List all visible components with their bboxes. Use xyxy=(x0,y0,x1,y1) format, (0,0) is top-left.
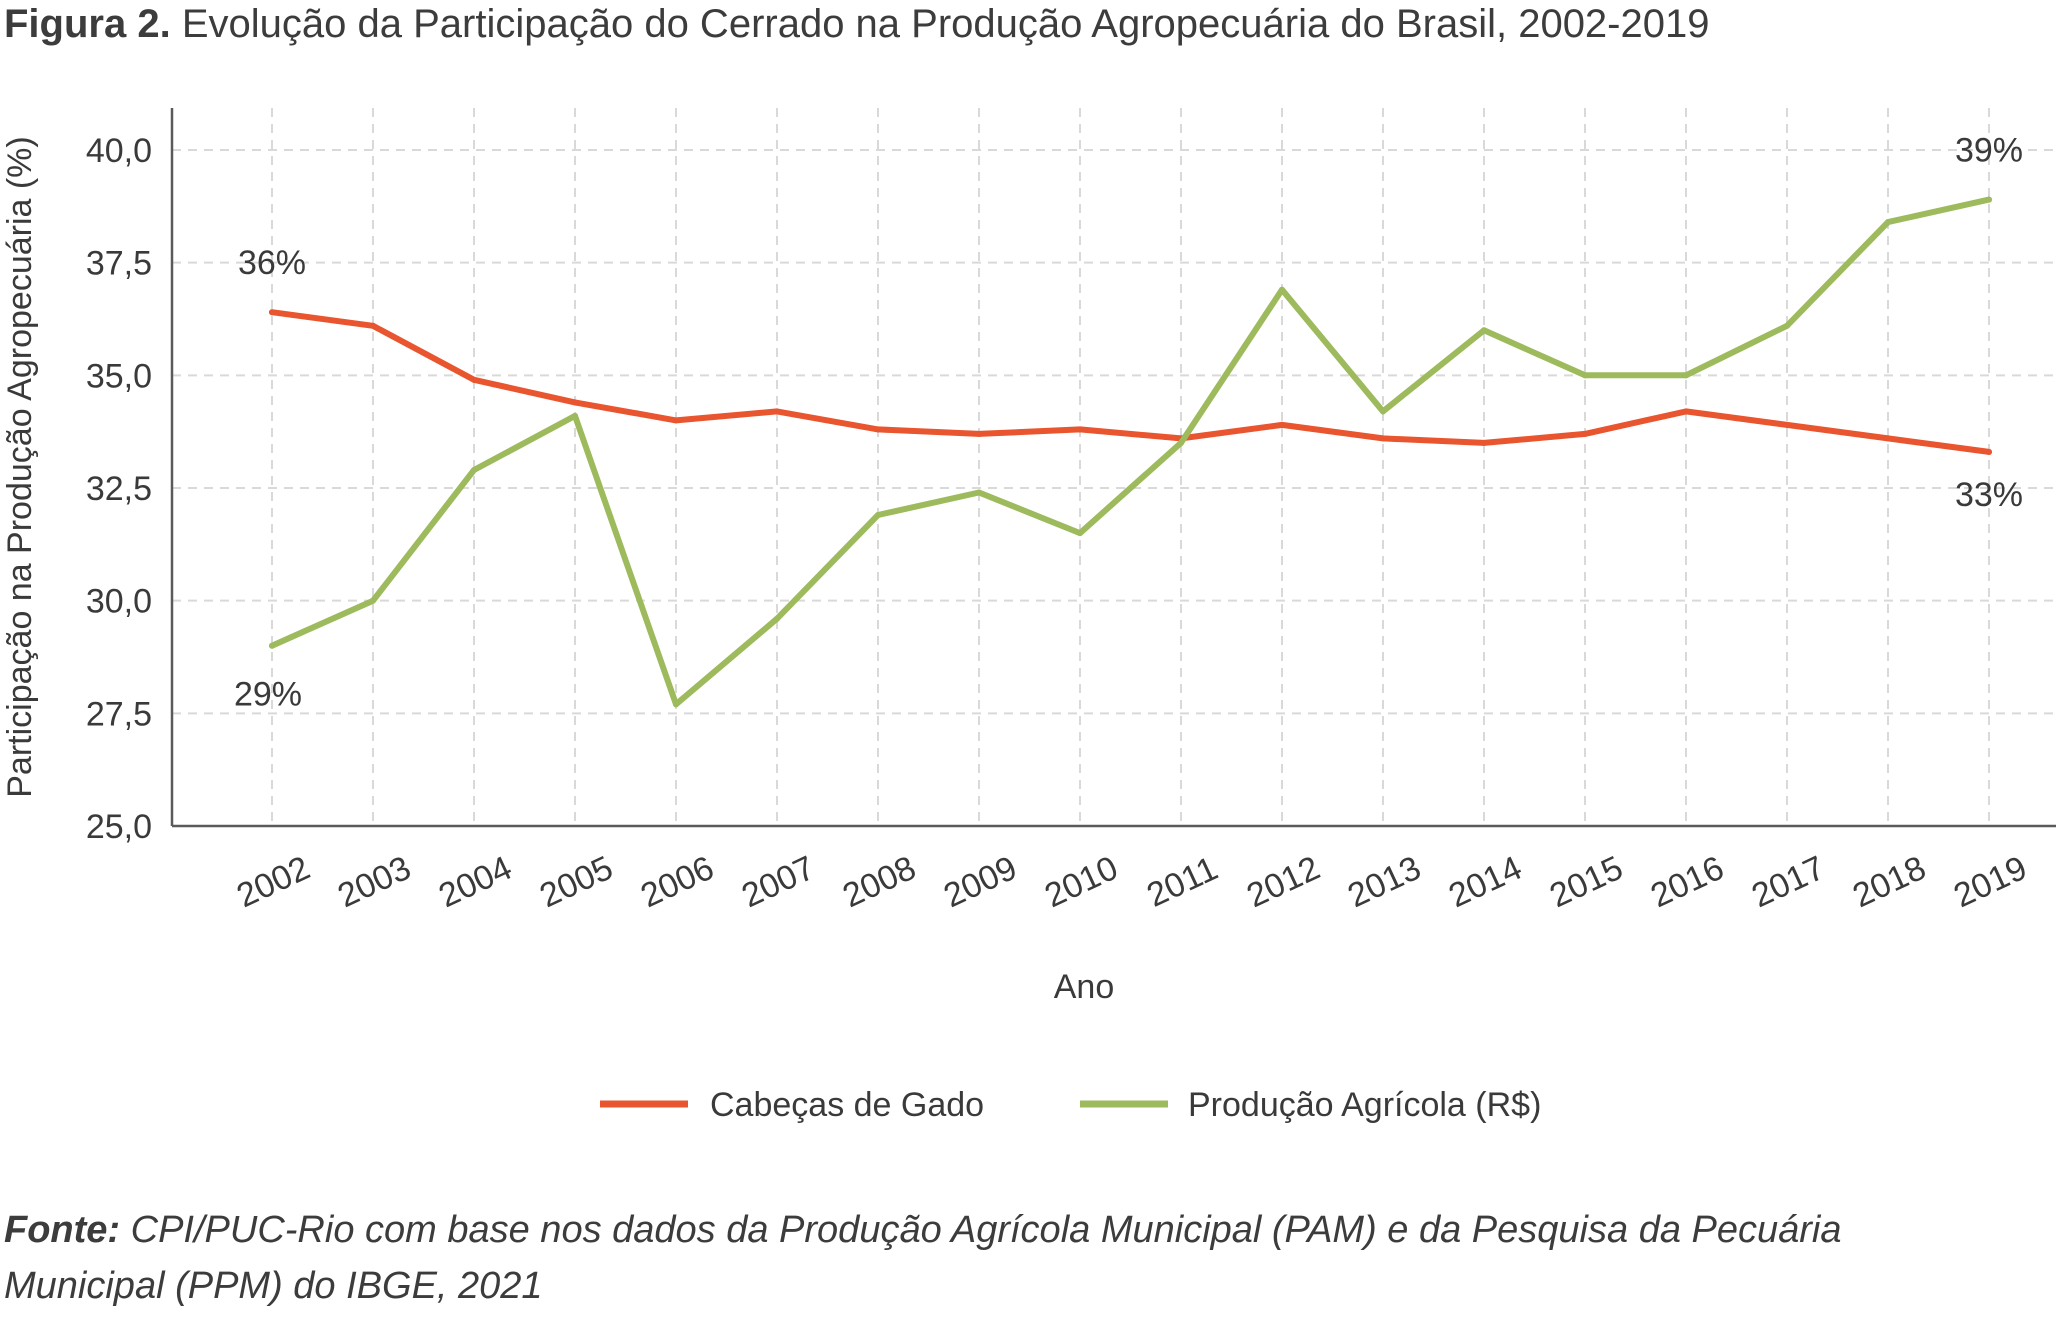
chart-title: Figura 2. Evolução da Participação do Ce… xyxy=(4,2,1709,47)
x-tick-label: 2003 xyxy=(332,849,417,915)
x-axis-title: Ano xyxy=(1054,968,1115,1006)
data-point xyxy=(875,512,881,519)
data-point xyxy=(1481,439,1487,446)
y-tick-label: 37,5 xyxy=(86,245,152,283)
data-point xyxy=(673,701,679,708)
y-axis-title: Participação na Produção Agropecuária (%… xyxy=(1,136,39,798)
data-point xyxy=(976,430,982,437)
data-point xyxy=(875,426,881,433)
x-tick-label: 2010 xyxy=(1039,849,1124,915)
data-point xyxy=(1885,435,1891,442)
data-point xyxy=(370,322,376,329)
data-point xyxy=(1077,530,1083,537)
data-point xyxy=(1784,322,1790,329)
legend-label-0: Cabeças de Gado xyxy=(710,1086,984,1124)
y-tick-label: 27,5 xyxy=(86,695,152,733)
data-point xyxy=(1178,439,1184,446)
data-point xyxy=(269,642,275,649)
data-point xyxy=(1279,421,1285,428)
data-point xyxy=(471,466,477,473)
data-point xyxy=(370,597,376,604)
x-tick-label: 2006 xyxy=(635,849,720,915)
data-point xyxy=(572,399,578,406)
data-label: 39% xyxy=(1955,132,2023,170)
data-point xyxy=(1582,430,1588,437)
x-tick-label: 2016 xyxy=(1645,849,1730,915)
data-label: 33% xyxy=(1955,476,2023,514)
x-tick-label: 2005 xyxy=(534,849,619,915)
data-point xyxy=(774,408,780,415)
series-line-1 xyxy=(269,196,1992,708)
x-tick-label: 2004 xyxy=(433,849,518,915)
x-tick-label: 2015 xyxy=(1544,849,1629,915)
data-point xyxy=(1077,426,1083,433)
figure-number: Figura 2. xyxy=(4,2,171,46)
y-tick-label: 40,0 xyxy=(86,132,152,170)
line-chart: 25,0 27,5 30,0 32,5 35,0 37,5 40,0 2002 2003 2004… xyxy=(1,108,2056,1124)
data-point xyxy=(976,489,982,496)
data-point xyxy=(1380,408,1386,415)
data-point xyxy=(572,412,578,419)
x-tick-label: 2002 xyxy=(231,849,316,915)
x-tick-label: 2017 xyxy=(1746,849,1831,915)
x-tick-label: 2014 xyxy=(1443,849,1528,915)
x-tick-label: 2008 xyxy=(837,849,922,915)
y-tick-label: 30,0 xyxy=(86,583,152,621)
y-tick-label: 35,0 xyxy=(86,357,152,395)
y-tick-label: 25,0 xyxy=(86,808,152,846)
data-point xyxy=(774,615,780,622)
data-point xyxy=(1582,372,1588,379)
source-note: Fonte: CPI/PUC-Rio com base nos dados da… xyxy=(4,1202,1984,1314)
data-point xyxy=(1885,219,1891,226)
x-tick-label: 2013 xyxy=(1342,849,1427,915)
data-point xyxy=(1481,327,1487,334)
data-point xyxy=(1683,372,1689,379)
x-tick-label: 2009 xyxy=(938,849,1023,915)
data-point xyxy=(1279,286,1285,293)
x-tick-label: 2007 xyxy=(736,849,821,915)
data-point xyxy=(269,309,275,316)
legend-label-1: Produção Agrícola (R$) xyxy=(1188,1086,1541,1124)
x-tick-label: 2011 xyxy=(1141,849,1223,914)
data-point xyxy=(1986,196,1992,203)
y-tick-label: 32,5 xyxy=(86,470,152,508)
data-point xyxy=(1986,448,1992,455)
x-tick-label: 2018 xyxy=(1847,849,1932,915)
data-label: 36% xyxy=(238,244,306,282)
figure-title: Evolução da Participação do Cerrado na P… xyxy=(181,2,1710,46)
data-point xyxy=(1784,421,1790,428)
data-point xyxy=(673,417,679,424)
x-tick-label: 2019 xyxy=(1948,849,2033,915)
source-text: CPI/PUC-Rio com base nos dados da Produç… xyxy=(4,1209,1842,1307)
source-label: Fonte: xyxy=(4,1209,121,1251)
x-tick-label: 2012 xyxy=(1241,849,1326,915)
series-line-0 xyxy=(269,309,1992,455)
data-label: 29% xyxy=(234,676,302,714)
data-point xyxy=(471,376,477,383)
data-point xyxy=(1380,435,1386,442)
data-point xyxy=(1683,408,1689,415)
